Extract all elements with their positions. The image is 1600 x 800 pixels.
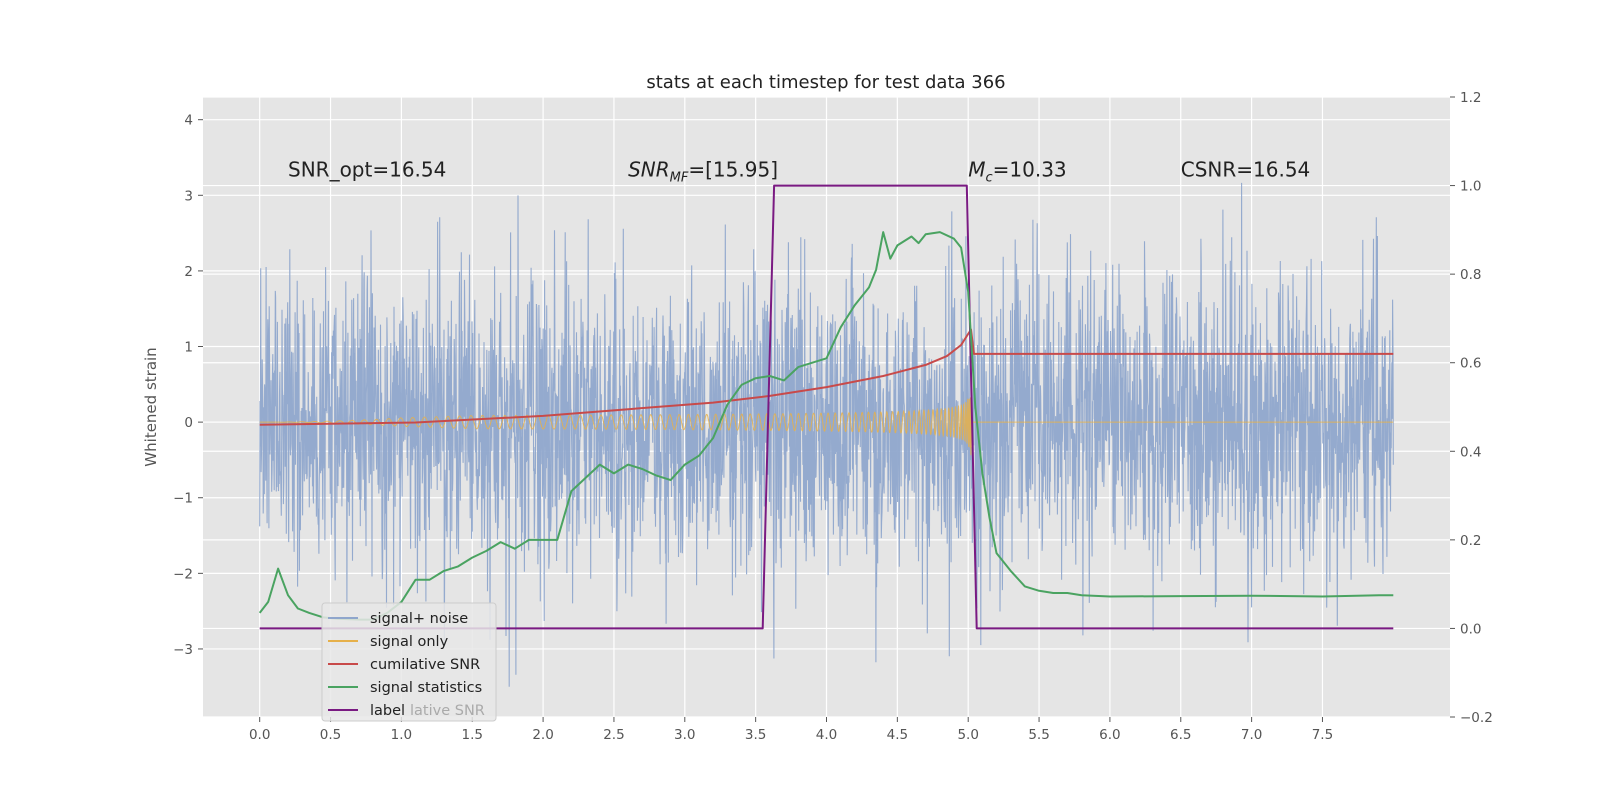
y-axis-left: −3 −2 −1 0 1 2 3 4 (173, 113, 203, 658)
y-right-tick-label: 0.4 (1460, 444, 1481, 460)
legend-label-signal-only: signal only (370, 634, 449, 650)
x-tick-label: 6.0 (1099, 727, 1120, 743)
series-layer (258, 182, 1394, 687)
y-left-tick-label: −3 (173, 642, 193, 658)
x-tick-label: 1.0 (391, 727, 412, 743)
x-tick-label: 4.0 (816, 727, 837, 743)
y-right-tick-label: 0.6 (1460, 356, 1481, 372)
y-left-tick-label: 3 (184, 188, 193, 204)
annotation-2: Mc=10.33 (968, 157, 1066, 185)
y-left-tick-label: 4 (184, 113, 193, 129)
annotation-0: SNR_opt=16.54 (288, 157, 446, 181)
y-left-tick-label: −2 (173, 566, 193, 582)
annotations: SNR_opt=16.54 SNRMF=[15.95] Mc=10.33 CSNR=1… (288, 157, 1310, 185)
y-axis-label: Whitened strain (142, 347, 160, 466)
y-left-tick-label: 1 (184, 340, 193, 356)
y-right-tick-label: 1.2 (1460, 90, 1481, 106)
x-tick-label: 2.5 (603, 727, 624, 743)
y-right-tick-label: −0.2 (1460, 710, 1493, 726)
legend-box (321, 602, 497, 722)
x-tick-label: 0.0 (249, 727, 270, 743)
legend: signal+ noise signal only cumilative SNR si… (321, 602, 497, 722)
legend-ghost-text: lative SNR (410, 703, 485, 719)
x-tick-label: 1.5 (461, 727, 482, 743)
x-tick-label: 7.5 (1312, 727, 1333, 743)
y-axis-right: −0.2 0.0 0.2 0.4 0.6 0.8 1.0 1.2 (1450, 90, 1493, 726)
y-right-tick-label: 0.0 (1460, 621, 1481, 637)
x-tick-label: 2.0 (532, 727, 553, 743)
y-right-tick-label: 0.8 (1460, 267, 1481, 283)
x-tick-label: 0.5 (320, 727, 341, 743)
y-right-tick-label: 0.2 (1460, 533, 1481, 549)
y-left-tick-label: −1 (173, 491, 193, 507)
x-tick-label: 5.5 (1028, 727, 1049, 743)
y-right-tick-label: 1.0 (1460, 179, 1481, 195)
x-axis: 0.0 0.5 1.0 1.5 2.0 2.5 3.0 3.5 4.0 4.5 5.0 5.5 6.0 6… (249, 717, 1333, 743)
x-tick-label: 6.5 (1170, 727, 1191, 743)
x-tick-label: 4.5 (887, 727, 908, 743)
annotation-3: CSNR=16.54 (1181, 157, 1311, 181)
x-tick-label: 5.0 (957, 727, 978, 743)
legend-label-cumilative-snr: cumilative SNR (370, 657, 480, 673)
legend-label-signal-statistics: signal statistics (370, 680, 482, 696)
x-tick-label: 3.5 (745, 727, 766, 743)
series-line-signal-only (259, 397, 1394, 456)
y-left-tick-label: 2 (184, 264, 193, 280)
series-line-signal-statistics (258, 231, 1394, 621)
legend-label-label: label (370, 703, 405, 719)
x-tick-label: 3.0 (674, 727, 695, 743)
x-tick-label: 7.0 (1241, 727, 1262, 743)
chart-title: stats at each timestep for test data 366 (646, 72, 1005, 93)
legend-label-signal-noise: signal+ noise (370, 611, 468, 627)
y-left-tick-label: 0 (184, 415, 193, 431)
series-line-label (259, 184, 1394, 630)
series-line-signal-noise (259, 182, 1394, 687)
annotation-1: SNRMF=[15.95] (628, 157, 778, 185)
